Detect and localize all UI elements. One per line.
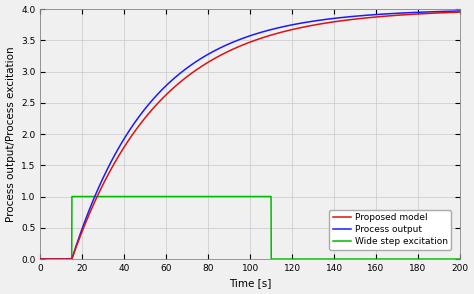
- Proposed model: [423, 12, 429, 15]
- Wide step excitation: [214, 195, 219, 198]
- Process output: [217, 46, 223, 50]
- Wide step excitation: [444, 257, 450, 261]
- Process output: [37, 257, 43, 261]
- Wide step excitation: [423, 257, 429, 261]
- Process output: [342, 15, 348, 19]
- Y-axis label: Process output/Process excitation: Process output/Process excitation: [6, 46, 16, 222]
- Line: Process output: Process output: [40, 11, 460, 259]
- Process output: [237, 38, 243, 41]
- Proposed model: [37, 257, 43, 261]
- Proposed model: [237, 44, 243, 48]
- Process output: [214, 48, 219, 51]
- Proposed model: [217, 54, 223, 57]
- Wide step excitation: [69, 195, 75, 198]
- Line: Proposed model: Proposed model: [40, 12, 460, 259]
- Process output: [457, 9, 463, 13]
- Proposed model: [342, 19, 348, 22]
- Proposed model: [457, 10, 463, 14]
- X-axis label: Time [s]: Time [s]: [229, 278, 271, 288]
- Line: Wide step excitation: Wide step excitation: [40, 196, 460, 259]
- Proposed model: [214, 56, 219, 59]
- Proposed model: [444, 11, 450, 14]
- Wide step excitation: [237, 195, 243, 198]
- Wide step excitation: [342, 257, 348, 261]
- Wide step excitation: [217, 195, 223, 198]
- Process output: [423, 10, 429, 14]
- Process output: [444, 9, 450, 13]
- Wide step excitation: [37, 257, 43, 261]
- Wide step excitation: [457, 257, 463, 261]
- Legend: Proposed model, Process output, Wide step excitation: Proposed model, Process output, Wide ste…: [329, 210, 451, 250]
